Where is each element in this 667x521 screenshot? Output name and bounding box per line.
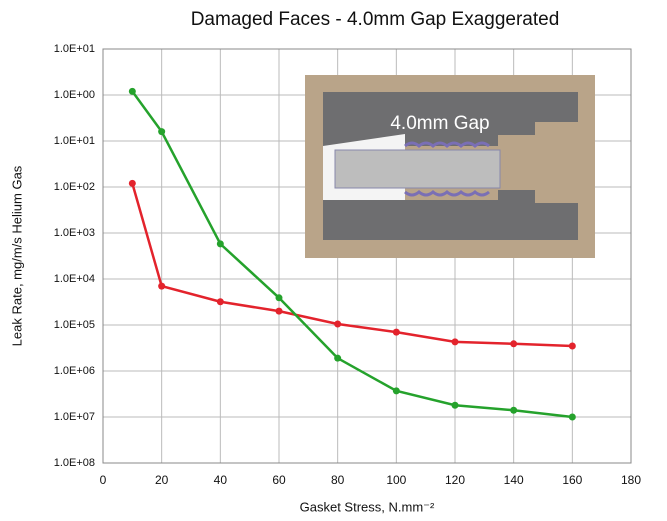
x-tick-label: 40 <box>214 473 228 487</box>
x-tick-label: 180 <box>621 473 641 487</box>
y-tick-label: 1.0E+05 <box>54 319 95 331</box>
inset-shape <box>335 150 500 188</box>
chart-title: Damaged Faces - 4.0mm Gap Exaggerated <box>191 9 560 30</box>
y-tick-label: 1.0E+06 <box>54 365 95 377</box>
x-tick-label: 0 <box>100 473 107 487</box>
data-point <box>569 414 576 421</box>
y-tick-label: 1.0E+02 <box>54 181 95 193</box>
y-tick-label: 1.0E+01 <box>54 43 95 55</box>
y-tick-label: 1.0E+07 <box>54 411 95 423</box>
data-point <box>393 329 400 336</box>
data-point <box>334 321 341 328</box>
x-tick-label: 120 <box>445 473 465 487</box>
data-point <box>510 340 517 347</box>
data-point <box>217 240 224 247</box>
data-point <box>569 342 576 349</box>
y-axis-label: Leak Rate, mg/m/s Helium Gas <box>9 165 24 346</box>
data-point <box>217 298 224 305</box>
data-point <box>129 88 136 95</box>
y-tick-label: 1.0E+03 <box>54 227 95 239</box>
data-point <box>334 355 341 362</box>
data-point <box>158 283 165 290</box>
x-tick-label: 80 <box>331 473 345 487</box>
data-point <box>158 128 165 135</box>
y-tick-label: 1.0E+08 <box>54 457 95 469</box>
x-tick-label: 160 <box>562 473 582 487</box>
x-tick-label: 20 <box>155 473 169 487</box>
data-point <box>452 402 459 409</box>
x-axis-label: Gasket Stress, N.mm⁻² <box>300 499 435 514</box>
data-point <box>129 180 136 187</box>
data-point <box>393 387 400 394</box>
inset-label: 4.0mm Gap <box>390 113 489 134</box>
chart: Damaged Faces - 4.0mm Gap Exaggerated Ga… <box>0 0 667 521</box>
y-tick-label: 1.0E+04 <box>54 273 95 285</box>
y-tick-label: 1.0E+00 <box>54 89 95 101</box>
x-tick-label: 140 <box>504 473 524 487</box>
inset-image: 4.0mm Gap <box>305 75 595 258</box>
x-tick-label: 60 <box>272 473 286 487</box>
data-point <box>276 308 283 315</box>
data-point <box>510 407 517 414</box>
data-point <box>276 294 283 301</box>
data-point <box>452 338 459 345</box>
x-tick-label: 100 <box>386 473 406 487</box>
y-tick-label: 1.0E+01 <box>54 135 95 147</box>
